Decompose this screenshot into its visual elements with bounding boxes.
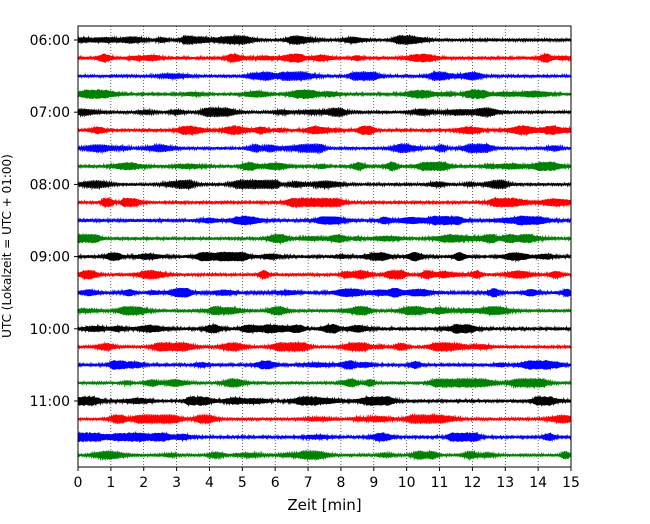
- x-tick-label: 14: [529, 475, 547, 491]
- trace-line: [77, 105, 572, 119]
- plot-frame: [77, 25, 572, 468]
- trace-line: [77, 88, 572, 101]
- trace-line: [77, 69, 572, 83]
- trace-line: [77, 340, 572, 354]
- trace-line: [77, 449, 572, 462]
- trace-line: [77, 322, 572, 335]
- y-tick-label: 09:00: [30, 250, 70, 266]
- x-tick-label: 12: [463, 475, 481, 491]
- y-axis-label: UTC (Lokalzeit = UTC + 01:00): [0, 154, 14, 338]
- trace-line: [77, 268, 572, 281]
- trace-line: [77, 359, 572, 371]
- y-axis: 06:00 07:00 08:00 09:00 10:00 11:00: [30, 33, 78, 410]
- x-tick-label: 13: [496, 475, 514, 491]
- y-tick-label: 10:00: [30, 322, 70, 338]
- x-tick-label: 9: [369, 475, 378, 491]
- trace-line: [77, 305, 572, 317]
- x-tick-label: 4: [205, 475, 214, 491]
- y-tick-label: 07:00: [30, 105, 70, 121]
- x-tick-label: 8: [336, 475, 345, 491]
- trace-line: [77, 161, 572, 173]
- x-tick-label: 7: [304, 475, 313, 491]
- trace-line: [77, 394, 572, 408]
- x-tick-label: 5: [238, 475, 247, 491]
- y-tick-label: 06:00: [30, 33, 70, 49]
- trace-line: [77, 430, 572, 444]
- trace-line: [77, 377, 572, 390]
- trace-group: [77, 33, 572, 462]
- trace-line: [77, 412, 572, 426]
- x-tick-label: 6: [271, 475, 280, 491]
- trace-line: [77, 142, 572, 155]
- x-tick-label: 0: [74, 475, 83, 491]
- y-tick-label: 11:00: [30, 394, 70, 410]
- trace-line: [77, 52, 572, 64]
- trace-line: [77, 178, 572, 191]
- trace-line: [77, 214, 572, 227]
- trace-line: [77, 33, 572, 47]
- x-axis-label: Zeit [min]: [287, 496, 361, 514]
- x-tick-label: 1: [106, 475, 115, 491]
- x-tick-label: 11: [431, 475, 449, 491]
- trace-line: [77, 251, 572, 263]
- x-tick-label: 15: [562, 475, 580, 491]
- y-tick-label: 08:00: [30, 177, 70, 193]
- x-axis: 0 1 2 3 4 5 6 7 8 9 10 11 12 13 14 15: [74, 467, 580, 491]
- x-tick-label: 2: [139, 475, 148, 491]
- x-tick-label: 10: [398, 475, 416, 491]
- trace-line: [77, 124, 572, 137]
- x-tick-label: 3: [172, 475, 181, 491]
- trace-line: [77, 232, 572, 246]
- trace-line: [77, 196, 572, 209]
- trace-line: [77, 286, 572, 299]
